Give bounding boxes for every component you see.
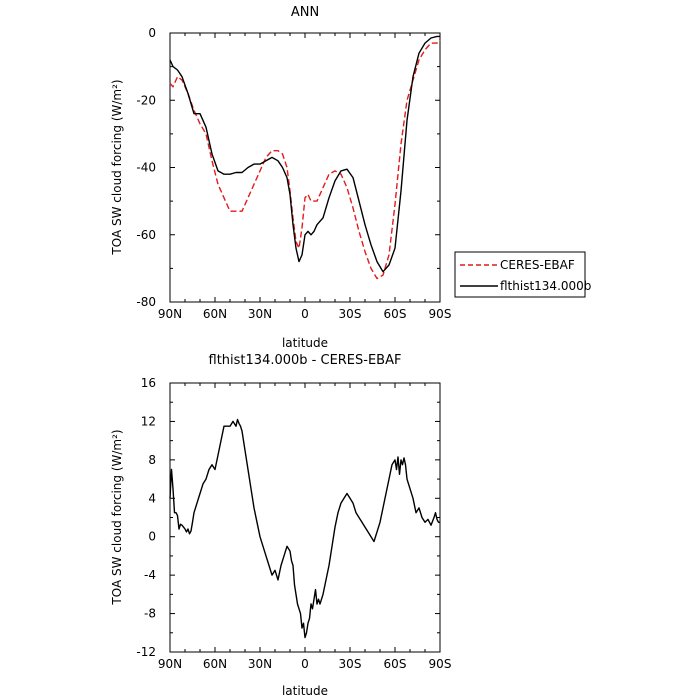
bottom-x-tick-label: 30S <box>339 657 362 671</box>
top-x-tick-label: 90N <box>158 307 182 321</box>
bottom-y-tick-label: 8 <box>148 453 156 467</box>
bottom-x-tick-label: 0 <box>301 657 309 671</box>
top-plot-area: 90N 60N 30N 0 30S 60S 90S 0 -20 -40 -60 -80 <box>136 26 451 321</box>
top-series-line-ceres-ebaf <box>169 39 441 280</box>
bottom-x-tick-label: 90S <box>429 657 452 671</box>
top-y-tick-label: -20 <box>136 93 156 107</box>
top-x-tick-label: 30S <box>339 307 362 321</box>
bottom-y-tick-label: 16 <box>141 376 156 390</box>
top-y-tick-label: -40 <box>136 161 156 175</box>
top-x-tick-label: 60S <box>384 307 407 321</box>
bottom-chart-xlabel: latitude <box>282 684 328 698</box>
bottom-y-tick-label: 12 <box>141 414 156 428</box>
top-x-tick-label: 60N <box>203 307 227 321</box>
bottom-x-tick-label: 60N <box>203 657 227 671</box>
legend-label-flthist: flthist134.000b <box>500 279 591 293</box>
legend-box <box>454 251 586 298</box>
top-y-tick-label: -60 <box>136 228 156 242</box>
bottom-x-tick-label: 90N <box>158 657 182 671</box>
top-x-tick-label: 30N <box>248 307 272 321</box>
bottom-y-tick-label: -12 <box>136 645 156 659</box>
top-chart-legend: CERES-EBAF flthist134.000b <box>454 251 591 298</box>
top-series-line-flthist134-000b <box>169 35 440 273</box>
top-x-tick-label: 90S <box>429 307 452 321</box>
bottom-series-line-diff-0 <box>169 418 440 639</box>
bottom-plot-area: 90N 60N 30N 0 30S 60S 90S 16 12 8 4 0 -4 -8 -12 <box>136 376 451 671</box>
bottom-y-tick-label: 4 <box>148 491 156 505</box>
bottom-y-tick-label: 0 <box>148 530 156 544</box>
bottom-x-tick-label: 60S <box>384 657 407 671</box>
legend-label-ceres-ebaf: CERES-EBAF <box>500 258 575 272</box>
bottom-x-tick-label: 30N <box>248 657 272 671</box>
top-y-tick-label: 0 <box>148 26 156 40</box>
top-chart-title: ANN <box>291 5 319 20</box>
bottom-chart-ylabel: TOA SW cloud forcing (W/m²) <box>110 429 124 605</box>
top-chart-ylabel: TOA SW cloud forcing (W/m²) <box>110 79 124 255</box>
bottom-y-tick-label: -4 <box>144 568 156 582</box>
top-chart-panel: ANN 90N 60N 30N 0 30S 60S 90S 0 -20 -40 -60 -80 lat… <box>110 5 591 350</box>
bottom-chart-title: flthist134.000b - CERES-EBAF <box>209 353 402 368</box>
bottom-chart-panel: flthist134.000b - CERES-EBAF 90N 60N 30N 0 3… <box>110 353 451 698</box>
top-x-tick-label: 0 <box>301 307 309 321</box>
top-y-tick-label: -80 <box>136 295 156 309</box>
top-chart-xlabel: latitude <box>282 336 328 350</box>
bottom-y-tick-label: -8 <box>144 607 156 621</box>
